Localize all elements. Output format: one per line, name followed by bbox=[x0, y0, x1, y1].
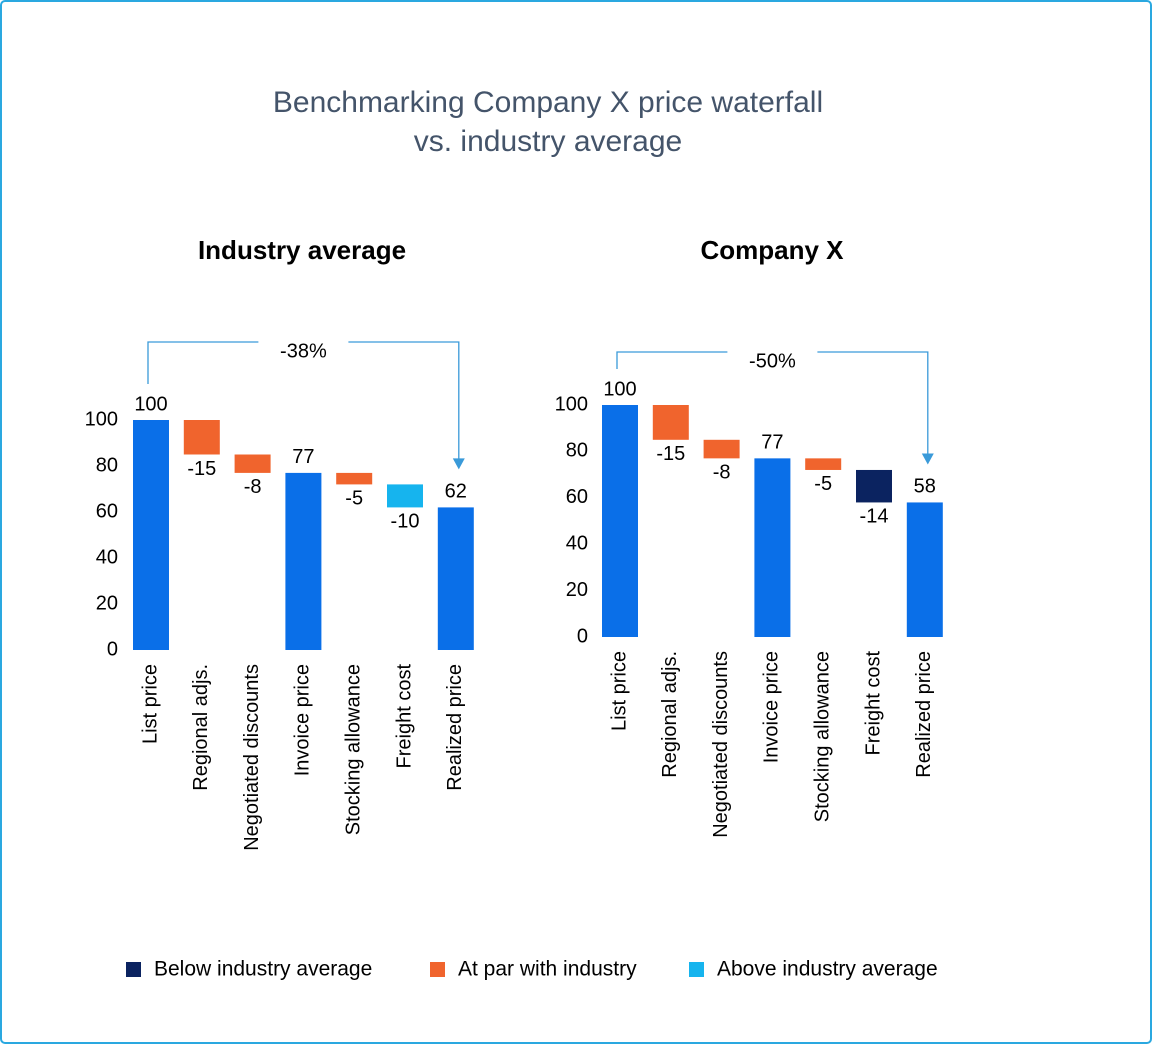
x-tick-label: List price bbox=[608, 651, 630, 731]
bar bbox=[703, 439, 740, 459]
bar bbox=[133, 420, 169, 650]
value-label: -10 bbox=[391, 511, 420, 533]
value-label: 100 bbox=[603, 378, 636, 400]
x-tick-label: Realized price bbox=[444, 664, 466, 791]
x-tick-label: Invoice price bbox=[761, 651, 783, 763]
value-label: -14 bbox=[860, 506, 889, 528]
value-label: 62 bbox=[445, 481, 467, 503]
y-tick-label: 80 bbox=[96, 454, 118, 476]
bar bbox=[602, 405, 638, 637]
bar bbox=[906, 502, 943, 637]
y-tick-label: 100 bbox=[85, 408, 118, 430]
page-title: vs. industry average bbox=[414, 125, 682, 158]
y-tick-label: 80 bbox=[566, 440, 588, 462]
legend-label: Above industry average bbox=[717, 958, 938, 981]
x-tick-label: Stocking allowance bbox=[342, 664, 364, 835]
page-title: Benchmarking Company X price waterfall bbox=[273, 86, 823, 119]
bar bbox=[183, 420, 220, 455]
bar bbox=[652, 405, 689, 440]
arrow-head bbox=[452, 458, 465, 470]
value-label: 100 bbox=[134, 393, 167, 415]
x-tick-label: List price bbox=[139, 664, 161, 744]
legend-label: Below industry average bbox=[154, 958, 372, 981]
x-tick-label: Freight cost bbox=[862, 651, 884, 756]
y-tick-label: 60 bbox=[566, 486, 588, 508]
y-tick-label: 100 bbox=[555, 393, 588, 415]
x-tick-label: Freight cost bbox=[393, 664, 415, 769]
bar bbox=[336, 472, 373, 485]
legend-swatch bbox=[430, 962, 445, 977]
y-tick-label: 40 bbox=[96, 546, 118, 568]
value-label: -5 bbox=[345, 488, 363, 510]
y-tick-label: 20 bbox=[566, 579, 588, 601]
value-label: -5 bbox=[814, 473, 832, 495]
value-label: -15 bbox=[187, 458, 216, 480]
chart-title: Industry average bbox=[198, 235, 406, 265]
value-label: 77 bbox=[292, 446, 314, 468]
value-label: -8 bbox=[713, 462, 731, 484]
x-tick-label: Negotiated discounts bbox=[241, 664, 263, 851]
x-tick-label: Regional adjs. bbox=[659, 651, 681, 778]
bracket bbox=[348, 341, 460, 460]
bar bbox=[285, 472, 322, 650]
bracket bbox=[616, 351, 728, 369]
y-tick-label: 40 bbox=[566, 532, 588, 554]
value-label: -8 bbox=[244, 476, 262, 498]
y-tick-label: 60 bbox=[96, 500, 118, 522]
legend-swatch bbox=[689, 962, 704, 977]
bar bbox=[754, 458, 791, 637]
x-tick-label: Regional adjs. bbox=[190, 664, 212, 791]
bracket bbox=[817, 351, 929, 455]
bar bbox=[856, 469, 892, 503]
legend-swatch bbox=[126, 962, 141, 977]
bar bbox=[437, 507, 474, 650]
bar bbox=[387, 484, 423, 508]
x-tick-label: Stocking allowance bbox=[811, 651, 833, 822]
x-tick-label: Invoice price bbox=[292, 664, 314, 776]
annotation: -50% bbox=[749, 350, 796, 372]
value-label: 77 bbox=[761, 432, 783, 454]
x-tick-label: Realized price bbox=[913, 651, 935, 778]
value-label: 58 bbox=[914, 476, 936, 498]
annotation: -38% bbox=[280, 340, 327, 362]
x-tick-label: Negotiated discounts bbox=[710, 651, 732, 838]
y-tick-label: 20 bbox=[96, 592, 118, 614]
value-label: -15 bbox=[656, 443, 685, 465]
y-tick-label: 0 bbox=[107, 638, 118, 660]
bracket bbox=[147, 341, 259, 384]
arrow-head bbox=[921, 453, 934, 465]
bar bbox=[234, 454, 271, 473]
y-tick-label: 0 bbox=[577, 625, 588, 647]
chart-title: Company X bbox=[700, 235, 844, 265]
bar bbox=[805, 458, 842, 470]
legend-label: At par with industry bbox=[458, 958, 637, 981]
